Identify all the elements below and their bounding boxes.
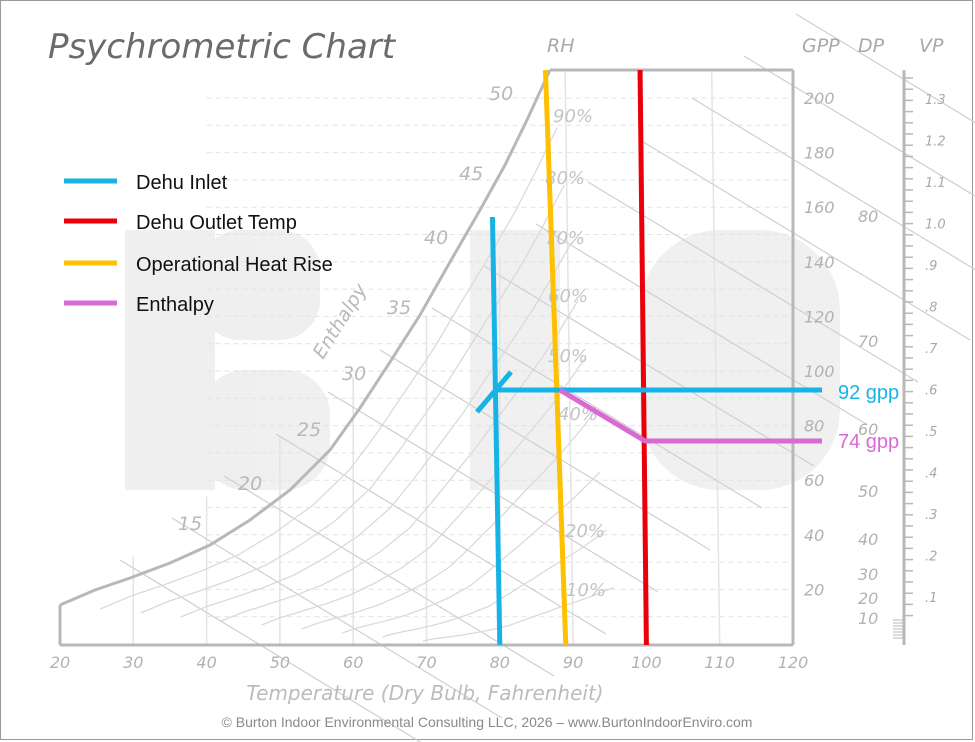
rh-curve (301, 414, 594, 630)
enthalpy-line (558, 387, 822, 444)
x-tick-label: 100 (631, 653, 662, 672)
gpp-tick-label-low: 50 (858, 482, 878, 501)
rh-curve (221, 299, 579, 622)
vp-tick-label: .1 (925, 591, 937, 606)
wet-bulb-line (327, 391, 659, 593)
wet-bulb-label: 20 (238, 473, 262, 495)
rh-curve (261, 357, 587, 626)
gpp-tick-label: 40 (804, 526, 824, 545)
gpp-tick-label: 200 (804, 89, 835, 108)
vp-tick-label: .8 (925, 301, 937, 316)
legend-label-heat-rise: Operational Heat Rise (136, 254, 333, 276)
annotation-92-gpp: 92 gpp (838, 382, 899, 404)
x-tick-label: 40 (196, 653, 216, 672)
gpp-tick-label: 120 (804, 307, 835, 326)
dehu-inlet-wetbulb-marker (475, 370, 513, 414)
legend-label-dehu-outlet: Dehu Outlet Temp (136, 212, 297, 234)
x-tick-label: 90 (563, 653, 583, 672)
gpp-tick-label: 80 (804, 417, 824, 436)
wet-bulb-line (431, 307, 763, 509)
gpp-tick-label-low: 20 (858, 589, 878, 608)
rh-label: 70% (545, 228, 585, 249)
dry-bulb-gridline (710, 71, 721, 646)
vp-tick-label: .9 (925, 259, 937, 274)
saturation-curve (59, 69, 552, 607)
vp-tick-label: .3 (925, 508, 937, 523)
wet-bulb-label: 30 (342, 363, 366, 385)
rh-label: 80% (545, 168, 585, 189)
wet-bulb-label: 45 (459, 163, 483, 185)
vp-tick-label: .5 (925, 425, 937, 440)
wet-bulb-label: 35 (387, 297, 411, 319)
legend-label-dehu-inlet: Dehu Inlet (136, 172, 228, 194)
vp-header: VP (919, 35, 944, 57)
vp-tick-label: 1.2 (925, 135, 946, 150)
wet-bulb-label: 40 (424, 227, 448, 249)
gpp-tick-label-low: 10 (858, 609, 878, 628)
wet-bulb-label: 25 (297, 419, 321, 441)
annotation-74-gpp: 74 gpp (838, 431, 899, 453)
x-tick-label: 110 (704, 653, 735, 672)
vp-tick-label: .6 (925, 384, 937, 399)
dp-header: DP (858, 35, 885, 57)
wet-bulb-line (691, 97, 975, 271)
rh-label: 10% (566, 580, 606, 601)
gpp-tick-label: 180 (804, 144, 835, 163)
gpp-tick-label-low: 30 (858, 565, 878, 584)
rh-label: 90% (553, 106, 593, 127)
watermark-logo (125, 230, 840, 490)
wet-bulb-label: 15 (178, 513, 202, 535)
wet-bulb-label: 50 (489, 83, 513, 105)
rh-curve (382, 529, 608, 638)
vp-tick-label: .4 (925, 467, 937, 482)
chart-grid (58, 13, 975, 742)
x-tick-label: 20 (50, 653, 70, 672)
rh-curve (140, 184, 565, 614)
rh-header: RH (547, 35, 575, 57)
x-tick-label: 60 (343, 653, 363, 672)
vp-tick-label: .7 (925, 342, 938, 357)
gpp-tick-label: 140 (804, 253, 835, 272)
wet-bulb-line (379, 349, 711, 551)
gpp-tick-label: 20 (804, 580, 824, 599)
vp-tick-label: .2 (925, 550, 937, 565)
rh-curve (422, 586, 615, 642)
chart-title: Psychrometric Chart (48, 27, 397, 67)
x-axis-label: Temperature (Dry Bulb, Fahrenheit) (246, 681, 603, 705)
gpp-header: GPP (802, 35, 840, 57)
rh-label: 60% (548, 286, 588, 307)
x-tick-label: 120 (778, 653, 809, 672)
x-tick-label: 70 (416, 653, 436, 672)
vp-tick-label: 1.1 (925, 176, 946, 191)
dp-tick-label: 70 (858, 332, 878, 351)
x-tick-label: 30 (123, 653, 143, 672)
wet-bulb-line (639, 139, 971, 341)
wet-bulb-line (119, 559, 422, 742)
copyright-footer: © Burton Indoor Environmental Consulting… (222, 714, 753, 730)
gpp-tick-label: 160 (804, 198, 835, 217)
x-tick-label: 80 (490, 653, 510, 672)
wet-bulb-line (275, 433, 607, 635)
gpp-tick-label-low: 40 (858, 530, 878, 549)
vp-tick-label: 1.3 (925, 93, 946, 108)
legend: Dehu Inlet Dehu Outlet Temp Operational … (64, 172, 333, 316)
wet-bulb-line (795, 13, 975, 124)
dehu-inlet-vertical (489, 216, 503, 646)
vp-tick-label: 1.0 (925, 218, 946, 233)
heat-rise-line (542, 69, 569, 646)
x-tick-label: 50 (270, 653, 290, 672)
legend-label-enthalpy: Enthalpy (136, 294, 214, 316)
tick-labels: 20 30 40 50 60 70 80 90 100 110 120 200 180 160 140 120… (50, 83, 946, 672)
rh-curve (100, 127, 558, 610)
rh-label: 20% (565, 521, 605, 542)
gpp-tick-label: 60 (804, 471, 824, 490)
dehu-outlet-line (637, 69, 649, 646)
gpp-tick-label: 100 (804, 362, 835, 381)
dp-tick-label: 60 (858, 420, 878, 439)
rh-curve (180, 242, 572, 618)
dp-tick-label: 80 (858, 207, 878, 226)
dry-bulb-gridline (564, 71, 574, 646)
data-series (475, 69, 822, 646)
